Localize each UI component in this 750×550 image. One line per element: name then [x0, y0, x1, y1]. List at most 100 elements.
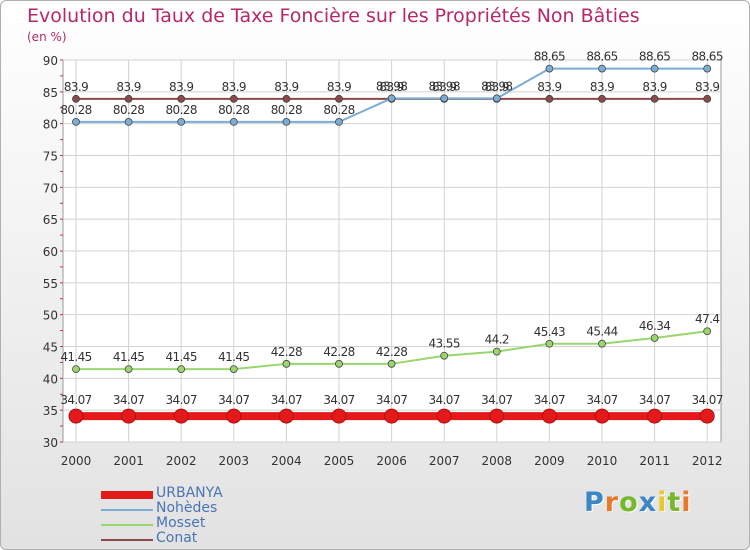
data-point — [440, 351, 449, 360]
data-label: 34.07 — [692, 393, 723, 407]
data-point — [177, 365, 186, 374]
data-point — [68, 408, 84, 424]
data-label: 34.07 — [113, 393, 144, 407]
data-label: 83.9 — [327, 80, 351, 94]
data-point — [598, 94, 606, 103]
data-point — [229, 94, 238, 103]
data-point — [124, 94, 133, 103]
data-label: 83.9 — [642, 80, 666, 94]
data-label: 41.45 — [166, 350, 197, 364]
data-label: 88.65 — [692, 50, 723, 64]
data-point — [331, 408, 347, 424]
data-point — [229, 365, 238, 374]
data-point — [384, 408, 400, 424]
data-label: 88.65 — [639, 50, 670, 64]
data-point — [282, 359, 291, 368]
logo-letter: o — [619, 487, 639, 518]
data-label: 44.2 — [485, 333, 509, 347]
legend-label: Conat — [156, 530, 198, 546]
data-label: 88.65 — [534, 50, 565, 64]
data-point — [335, 359, 343, 368]
data-label: 80.28 — [166, 103, 197, 117]
x-tick-label: 2010 — [587, 454, 618, 468]
data-label: 34.07 — [323, 393, 354, 407]
legend-label: Mosset — [156, 515, 206, 531]
data-point — [545, 94, 554, 103]
x-tick-label: 2002 — [166, 454, 197, 468]
data-point — [173, 408, 189, 424]
data-label: 83.9 — [537, 80, 561, 94]
y-tick-label: 65 — [43, 213, 58, 227]
legend-label: URBANYA — [156, 485, 223, 501]
data-label: 34.07 — [429, 393, 460, 407]
data-point — [282, 94, 291, 103]
data-point — [177, 117, 186, 126]
data-point — [650, 94, 659, 103]
logo-letter: i — [657, 487, 668, 518]
data-point — [124, 365, 133, 374]
data-label: 42.28 — [376, 345, 407, 359]
legend-swatch — [101, 509, 153, 511]
data-point — [282, 117, 291, 126]
data-point — [650, 334, 659, 342]
x-tick-label: 2001 — [113, 454, 144, 468]
data-label: 83.9 — [379, 80, 403, 94]
logo-letter: t — [667, 487, 682, 518]
data-point — [124, 117, 133, 126]
logo-letter: r — [604, 487, 620, 518]
data-label: 47.4 — [695, 312, 719, 326]
y-tick-label: 45 — [43, 341, 58, 355]
x-tick-label: 2012 — [692, 454, 723, 468]
y-tick-label: 35 — [43, 404, 58, 418]
x-tick-label: 2011 — [639, 454, 670, 468]
data-point — [492, 94, 501, 103]
data-point — [598, 339, 606, 348]
data-point — [436, 408, 452, 424]
data-label: 43.55 — [429, 337, 460, 351]
x-tick-label: 2000 — [61, 454, 92, 468]
data-point — [545, 64, 554, 73]
data-label: 83.9 — [169, 80, 193, 94]
data-point — [335, 94, 343, 103]
data-point — [489, 408, 505, 424]
data-label: 80.28 — [218, 103, 249, 117]
legend-swatch — [101, 539, 153, 541]
data-point — [278, 408, 294, 424]
y-tick-label: 70 — [43, 181, 58, 195]
data-point — [594, 408, 610, 424]
logo-letter: x — [638, 487, 658, 518]
x-tick-label: 2007 — [429, 454, 460, 468]
data-point — [703, 64, 712, 73]
data-label: 41.45 — [60, 350, 91, 364]
data-label: 80.28 — [323, 103, 354, 117]
data-label: 34.07 — [481, 393, 512, 407]
data-point — [72, 365, 80, 374]
logo-letter: i — [681, 487, 692, 518]
y-tick-label: 75 — [43, 150, 58, 164]
data-label: 45.43 — [534, 325, 565, 339]
data-label: 41.45 — [218, 350, 249, 364]
data-point — [335, 117, 343, 126]
data-label: 34.07 — [376, 393, 407, 407]
data-label: 83.9 — [64, 80, 88, 94]
data-point — [541, 408, 557, 424]
data-label: 42.28 — [323, 345, 354, 359]
data-point — [121, 408, 137, 424]
data-label: 34.07 — [271, 393, 302, 407]
y-tick-label: 30 — [43, 436, 58, 450]
data-label: 80.28 — [271, 103, 302, 117]
data-point — [72, 94, 80, 103]
proxiti-logo: Proxiti — [584, 487, 692, 518]
data-label: 45.44 — [586, 325, 617, 339]
data-point — [177, 94, 186, 103]
legend-swatch — [101, 491, 153, 499]
data-label: 80.28 — [113, 103, 144, 117]
legend-swatch — [101, 524, 153, 526]
data-point — [703, 327, 712, 336]
data-point — [440, 94, 449, 103]
y-tick-label: 55 — [43, 277, 58, 291]
data-label: 42.28 — [271, 345, 302, 359]
data-label: 41.45 — [113, 350, 144, 364]
